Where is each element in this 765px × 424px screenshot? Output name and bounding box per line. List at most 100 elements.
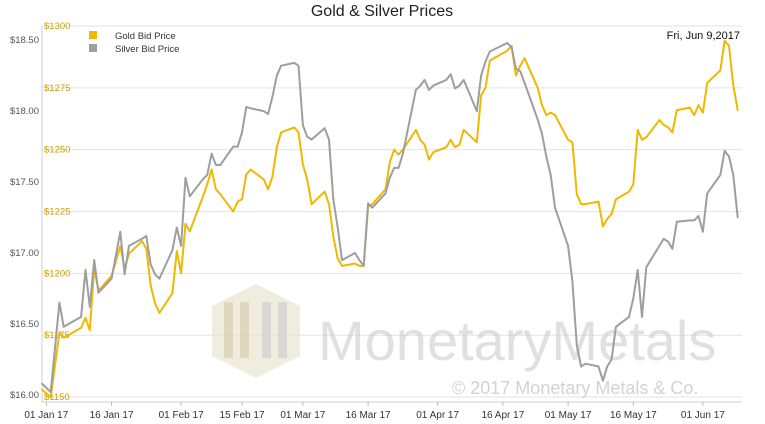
data-point-silver — [506, 42, 509, 44]
data-point-silver — [323, 127, 326, 130]
data-point-silver — [171, 249, 174, 252]
data-point-gold — [484, 86, 487, 89]
data-point-silver — [428, 88, 430, 91]
data-point-silver — [354, 252, 356, 254]
data-point-silver — [671, 247, 674, 250]
data-point-gold — [432, 151, 435, 154]
data-point-silver — [597, 365, 600, 368]
data-point-gold — [302, 163, 304, 166]
data-point-silver — [367, 202, 369, 205]
data-point-silver — [545, 155, 548, 158]
y-left-tick-label: $16.50 — [10, 319, 39, 330]
data-point-silver — [249, 107, 252, 110]
data-point-silver — [384, 192, 387, 195]
data-point-silver — [645, 266, 648, 269]
data-point-gold — [336, 257, 339, 260]
data-point-gold — [458, 143, 461, 146]
data-point-gold — [688, 106, 691, 109]
data-point-silver — [445, 79, 448, 81]
data-point-silver — [62, 325, 65, 328]
data-point-gold — [584, 203, 587, 206]
data-point-silver — [158, 277, 161, 280]
data-point-silver — [580, 365, 582, 368]
data-point-silver — [688, 219, 691, 222]
data-point-gold — [80, 326, 82, 329]
data-point-silver — [610, 358, 613, 361]
data-point-gold — [454, 146, 456, 149]
data-point-gold — [523, 57, 526, 60]
data-point-gold — [358, 265, 361, 267]
data-point-silver — [341, 259, 343, 261]
data-point-gold — [519, 64, 522, 67]
data-point-gold — [554, 114, 556, 116]
data-point-silver — [606, 365, 609, 368]
y-left-tick-label: $18.00 — [10, 106, 39, 117]
data-point-silver — [575, 344, 578, 347]
data-point-silver — [262, 110, 265, 112]
data-point-gold — [388, 161, 391, 164]
data-point-gold — [567, 138, 569, 141]
data-point-silver — [641, 316, 643, 318]
data-point-gold — [597, 200, 600, 203]
data-point-silver — [306, 135, 309, 138]
data-point-silver — [628, 316, 630, 318]
data-point-silver — [275, 74, 278, 77]
data-point-silver — [336, 226, 339, 229]
data-point-silver — [736, 216, 739, 219]
y-right-tick-label: $1250 — [44, 145, 70, 156]
y-left-tick-label: $17.50 — [10, 177, 39, 188]
data-point-silver — [667, 240, 669, 243]
data-point-gold — [210, 168, 213, 171]
data-point-silver — [362, 264, 365, 267]
data-point-gold — [354, 262, 356, 265]
data-point-gold — [84, 317, 87, 319]
data-point-gold — [671, 131, 674, 134]
data-point-silver — [567, 245, 569, 247]
date-label: Fri, Jun 9,2017 — [667, 30, 740, 42]
y-right-tick-label: $1150 — [44, 392, 70, 403]
data-point-silver — [219, 164, 222, 166]
data-point-silver — [693, 219, 696, 222]
data-point-silver — [541, 132, 543, 135]
data-point-gold — [180, 272, 183, 275]
data-point-silver — [267, 113, 269, 115]
data-point-silver — [241, 131, 243, 134]
data-point-gold — [415, 129, 417, 131]
data-point-gold — [149, 284, 152, 287]
y-right-tick-label: $1225 — [44, 207, 70, 218]
legend-label-gold: Gold Bid Price — [115, 31, 176, 42]
data-point-silver — [41, 382, 43, 385]
data-point-gold — [145, 247, 148, 250]
data-point-gold — [488, 59, 491, 62]
data-point-gold — [545, 114, 548, 116]
data-point-gold — [645, 136, 648, 139]
gridlines — [42, 25, 742, 398]
data-point-gold — [241, 198, 243, 201]
y-left-tick-label: $17.00 — [10, 248, 39, 259]
watermark-brand: MonetaryMetals — [318, 309, 716, 372]
data-point-gold — [328, 203, 330, 206]
data-point-silver — [297, 64, 300, 67]
data-point-gold — [206, 183, 209, 186]
data-point-silver — [97, 291, 100, 294]
data-point-gold — [632, 183, 635, 186]
data-point-silver — [728, 155, 730, 158]
data-point-silver — [697, 215, 700, 218]
data-point-silver — [402, 152, 404, 155]
data-point-gold — [141, 240, 143, 243]
data-point-silver — [145, 235, 148, 237]
x-tick-label: 16 May 17 — [610, 410, 657, 421]
data-point-gold — [480, 94, 482, 97]
x-tick-label: 01 Mar 17 — [280, 410, 325, 421]
watermark: MonetaryMetals © 2017 Monetary Metals & … — [212, 284, 716, 398]
data-point-gold — [249, 168, 252, 171]
data-point-gold — [549, 111, 552, 114]
data-point-silver — [462, 79, 465, 81]
data-point-gold — [575, 193, 578, 196]
data-point-silver — [206, 174, 209, 176]
data-point-silver — [128, 245, 130, 247]
data-point-silver — [515, 67, 517, 70]
data-point-gold — [280, 131, 282, 134]
series-line-silver — [41, 42, 739, 394]
